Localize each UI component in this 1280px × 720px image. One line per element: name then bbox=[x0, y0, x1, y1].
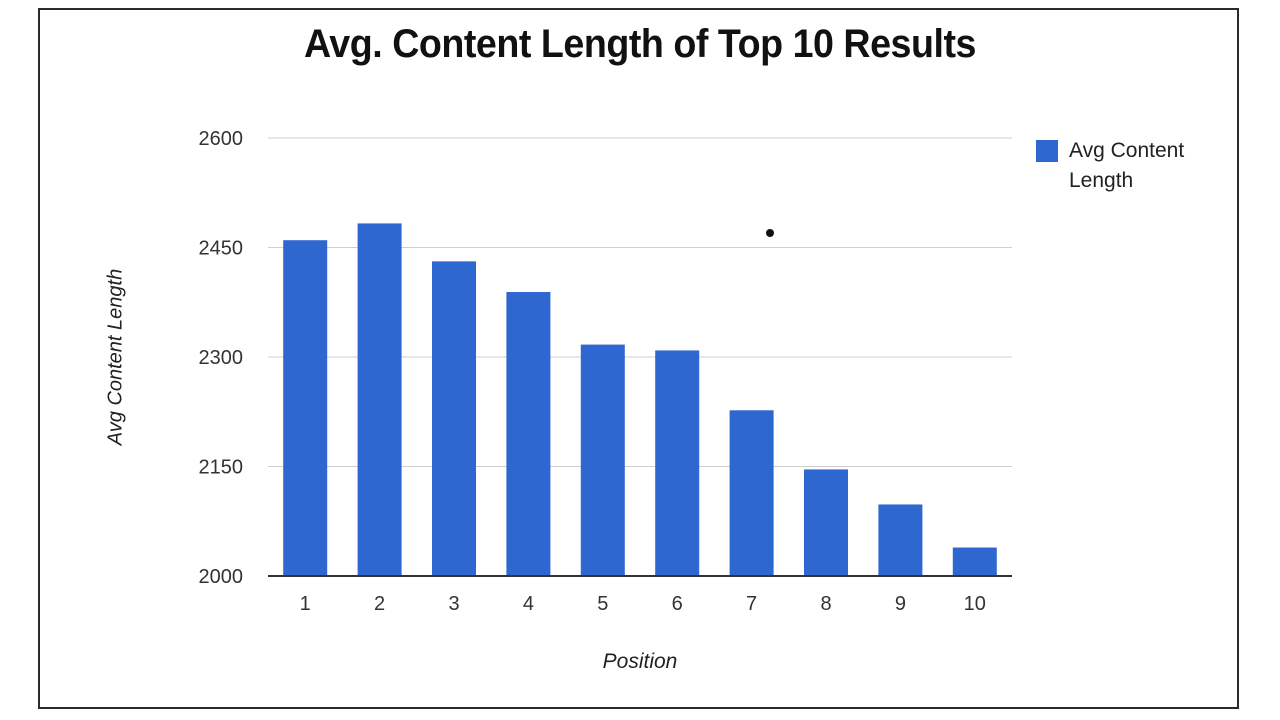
bar bbox=[804, 469, 848, 576]
bar bbox=[506, 292, 551, 576]
x-tick-label: 10 bbox=[964, 593, 986, 615]
x-axis-ticks: 1 2 3 4 5 6 7 8 9 10 bbox=[300, 593, 986, 615]
y-axis-ticks: 2000 2150 2300 2450 2600 bbox=[199, 128, 244, 588]
chart-title: Avg. Content Length of Top 10 Results bbox=[304, 22, 976, 66]
bar bbox=[580, 344, 625, 576]
x-tick-label: 1 bbox=[300, 593, 311, 615]
stray-dot bbox=[766, 229, 774, 237]
x-tick-label: 5 bbox=[597, 593, 608, 615]
x-tick-label: 9 bbox=[895, 593, 906, 615]
bar bbox=[432, 261, 476, 576]
x-tick-label: 4 bbox=[523, 593, 534, 615]
bars bbox=[283, 223, 997, 576]
bar bbox=[655, 350, 700, 576]
x-tick-label: 8 bbox=[820, 593, 831, 615]
y-tick-label: 2300 bbox=[199, 347, 244, 369]
bar bbox=[357, 223, 402, 576]
y-tick-label: 2600 bbox=[199, 128, 244, 150]
bar bbox=[952, 547, 997, 576]
x-tick-label: 6 bbox=[672, 593, 683, 615]
y-axis-title: Avg Content Length bbox=[104, 268, 127, 446]
y-tick-label: 2000 bbox=[199, 566, 244, 588]
x-tick-label: 2 bbox=[374, 593, 385, 615]
x-tick-label: 7 bbox=[746, 593, 757, 615]
x-axis-title: Position bbox=[602, 650, 678, 673]
legend-swatch bbox=[1036, 140, 1058, 162]
y-tick-label: 2150 bbox=[199, 457, 244, 479]
legend-label: Avg Content Length bbox=[1069, 139, 1185, 192]
y-tick-label: 2450 bbox=[199, 238, 244, 260]
x-tick-label: 3 bbox=[448, 593, 459, 615]
bar bbox=[729, 410, 774, 576]
bar bbox=[878, 504, 923, 576]
bar bbox=[283, 240, 328, 576]
chart-frame bbox=[38, 8, 1239, 709]
